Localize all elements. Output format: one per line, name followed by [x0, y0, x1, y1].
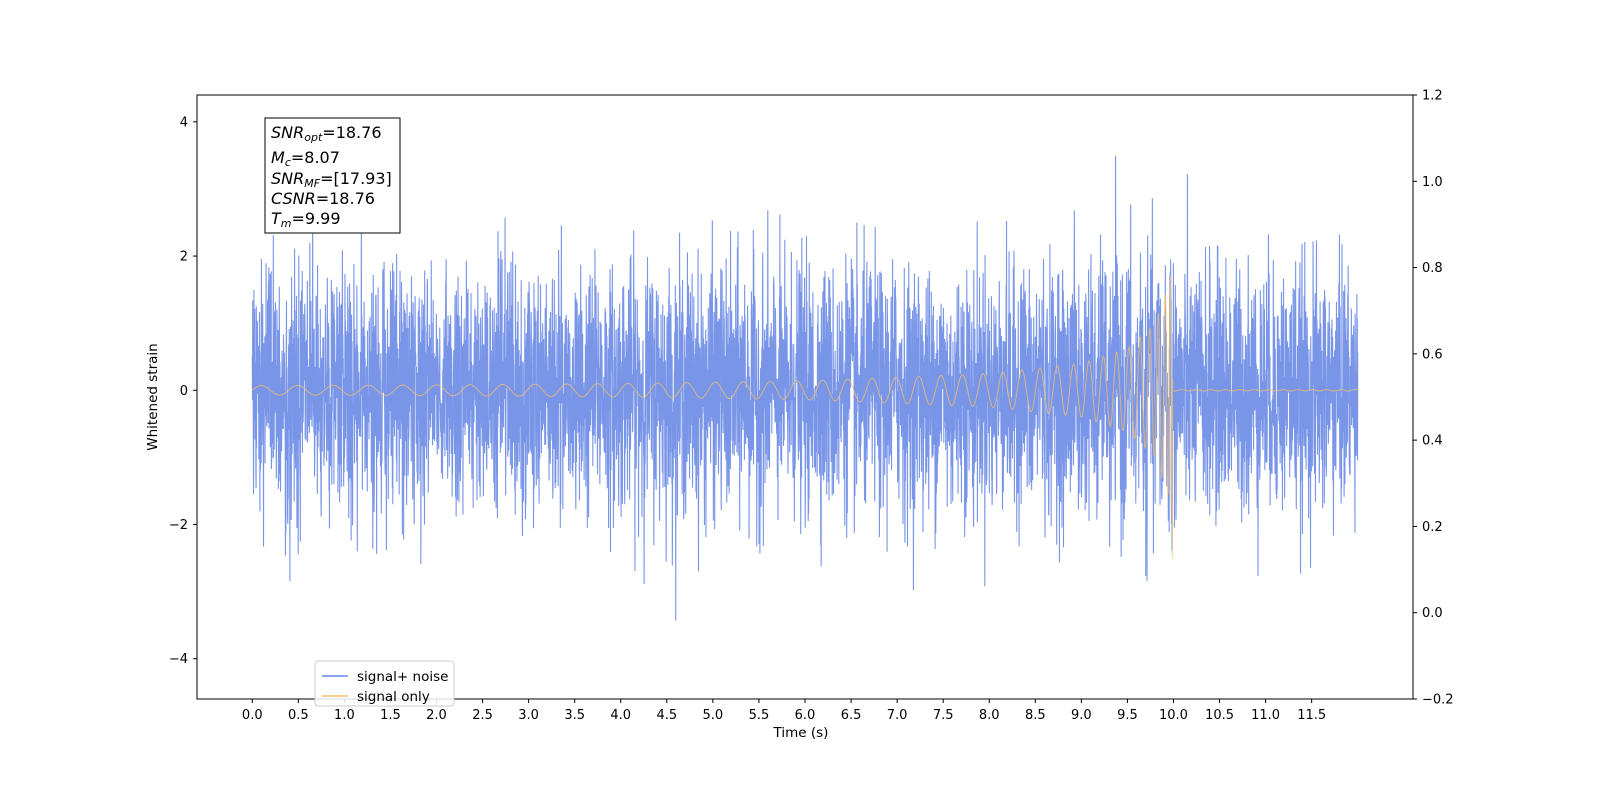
- right-y-tick-label: 1.0: [1422, 175, 1443, 190]
- x-tick-label: 10.0: [1159, 708, 1188, 723]
- x-tick-label: 6.0: [795, 708, 816, 723]
- legend-frame: [314, 660, 455, 707]
- x-tick-label: 11.0: [1251, 708, 1280, 723]
- y-tick-label: −4: [169, 652, 188, 667]
- right-y-tick-label: 0.6: [1422, 347, 1443, 362]
- annotation-csnr: CSNR=18.76: [271, 189, 375, 208]
- x-tick-label: 7.5: [933, 708, 954, 723]
- series-signal-only-line: [251, 275, 1358, 559]
- x-tick-label: 3.5: [564, 708, 585, 723]
- x-tick-label: 11.5: [1297, 708, 1326, 723]
- right-y-tick-label: 0.0: [1422, 606, 1443, 621]
- y-axis-label: Whitened strain: [145, 343, 161, 450]
- y-axis-ticks: 4 2 0 −2 −4: [169, 115, 197, 667]
- x-tick-label: 8.0: [979, 708, 1000, 723]
- x-tick-label: 9.0: [1071, 708, 1092, 723]
- annotation-frame: [264, 117, 401, 234]
- x-tick-label: 7.0: [887, 708, 908, 723]
- right-y-axis-ticks: 1.2 1.0 0.8 0.6 0.4 0.2 0.0 −0.2: [1413, 89, 1454, 708]
- right-y-tick-label: 0.8: [1422, 261, 1443, 276]
- y-tick-label: 0: [180, 384, 188, 399]
- right-y-tick-label: 0.2: [1422, 520, 1443, 535]
- x-tick-label: 1.0: [334, 708, 355, 723]
- x-tick-label: 5.5: [749, 708, 770, 723]
- x-tick-label: 4.0: [610, 708, 631, 723]
- x-tick-label: 0.5: [288, 708, 309, 723]
- series-layer: [251, 155, 1359, 621]
- right-y-tick-label: 1.2: [1422, 89, 1443, 104]
- annotation-chirp-mass: Mc=8.07: [271, 148, 340, 169]
- x-tick-label: 4.5: [656, 708, 677, 723]
- x-tick-label: 10.5: [1205, 708, 1234, 723]
- annotation-snr-opt: SNRopt=18.76: [271, 123, 382, 144]
- x-tick-label: 9.5: [1117, 708, 1138, 723]
- x-tick-label: 2.5: [472, 708, 493, 723]
- legend-label-signal-noise: signal+ noise: [357, 669, 448, 685]
- legend: signal+ noise signal only: [314, 660, 455, 707]
- x-tick-label: 8.5: [1025, 708, 1046, 723]
- x-tick-label: 3.0: [518, 708, 539, 723]
- x-tick-label: 0.0: [242, 708, 263, 723]
- right-y-tick-label: 0.4: [1422, 434, 1443, 449]
- y-tick-label: −2: [169, 518, 188, 533]
- legend-label-signal-only: signal only: [357, 689, 430, 705]
- y-tick-label: 2: [180, 250, 188, 265]
- annotation-snr-mf: SNRMF=[17.93]: [271, 169, 392, 190]
- right-y-tick-label: −0.2: [1422, 693, 1454, 708]
- x-axis-label: Time (s): [773, 725, 829, 741]
- x-tick-label: 5.0: [703, 708, 724, 723]
- x-tick-label: 6.5: [841, 708, 862, 723]
- annotation-box: SNRopt=18.76 Mc=8.07 SNRMF=[17.93] CSNR=…: [264, 117, 401, 234]
- x-axis-ticks: 0.0 0.5 1.0 1.5 2.0 2.5 3.0 3.5 4.0 4.5 5.0 5.5 6.0 6…: [242, 699, 1326, 723]
- series-signal-noise-line: [251, 155, 1359, 621]
- y-tick-label: 4: [180, 115, 188, 130]
- x-tick-label: 1.5: [380, 708, 401, 723]
- annotation-merger-time: Tm=9.99: [271, 209, 341, 230]
- x-tick-label: 2.0: [426, 708, 447, 723]
